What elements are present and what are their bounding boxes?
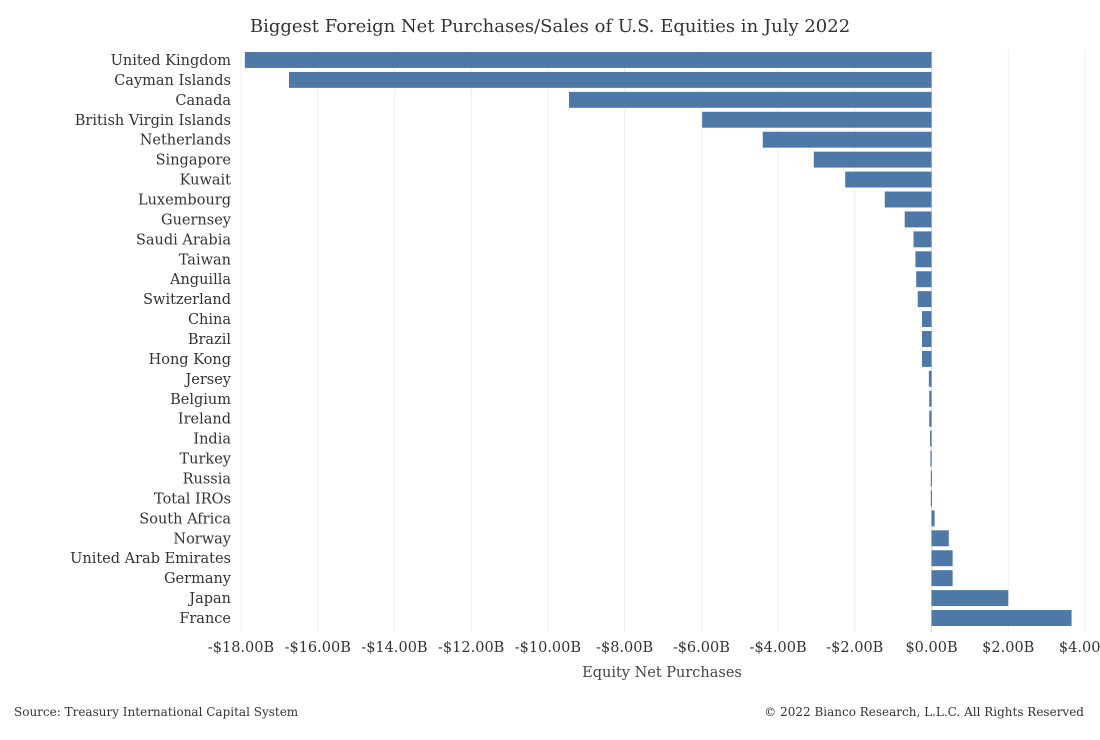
category-label: Switzerland (143, 292, 231, 308)
x-tick-label: -$8.00B (596, 640, 653, 656)
bars (244, 51, 1072, 627)
category-label: Norway (173, 531, 231, 547)
category-label: China (188, 312, 231, 328)
category-label: Germany (164, 571, 232, 587)
category-label: Ireland (178, 412, 231, 428)
x-tick-labels: -$18.00B -$16.00B -$14.00B -$12.00B -$10.00B… (208, 640, 1100, 656)
x-tick-label: -$2.00B (826, 640, 883, 656)
x-tick-label: $2.00B (982, 640, 1034, 656)
x-tick-label: -$10.00B (515, 640, 581, 656)
x-tick-label: -$18.00B (208, 640, 274, 656)
category-label: Japan (187, 591, 231, 607)
bar (244, 51, 932, 68)
bar (884, 191, 932, 208)
x-axis-label: Equity Net Purchases (582, 665, 742, 681)
category-label: Canada (175, 93, 231, 109)
bar (929, 390, 932, 407)
category-label: Kuwait (180, 173, 232, 189)
category-label: Luxembourg (138, 192, 231, 208)
category-label: United Kingdom (111, 53, 232, 69)
bar (931, 570, 953, 587)
bar (845, 171, 932, 188)
bar (762, 131, 932, 148)
chart-title: Biggest Foreign Net Purchases/Sales of U… (249, 16, 851, 37)
bar (813, 151, 932, 168)
gridlines (240, 50, 1086, 632)
category-label: India (193, 432, 231, 448)
category-label: Saudi Arabia (136, 232, 231, 248)
category-label: Jersey (183, 372, 231, 388)
x-tick-label: -$4.00B (750, 640, 807, 656)
x-tick-label: -$14.00B (361, 640, 427, 656)
bar (930, 430, 932, 447)
x-tick-label: $0.00B (905, 640, 957, 656)
category-label: British Virgin Islands (75, 113, 231, 129)
copyright-note: © 2022 Bianco Research, L.L.C. All Right… (764, 705, 1084, 719)
category-label: United Arab Emirates (70, 551, 231, 567)
category-label: Netherlands (140, 133, 231, 149)
x-tick-label: -$6.00B (673, 640, 730, 656)
bar (913, 231, 932, 248)
bar (915, 251, 932, 268)
bar (928, 370, 932, 387)
bar (921, 331, 932, 347)
category-label: Brazil (188, 332, 232, 348)
category-label: Anguilla (169, 272, 231, 288)
bar (916, 271, 932, 288)
x-tick-label: -$16.00B (285, 640, 351, 656)
bar (930, 450, 932, 467)
category-label: Belgium (170, 392, 231, 408)
category-label: Turkey (179, 452, 231, 468)
category-label: Total IROs (154, 491, 231, 507)
source-note: Source: Treasury International Capital S… (14, 705, 299, 719)
category-labels: United Kingdom Cayman Islands Canada Britis… (70, 53, 232, 627)
bar (931, 510, 935, 527)
bar (931, 530, 949, 547)
bar (931, 610, 1072, 627)
x-tick-label: $4.00B (1059, 640, 1100, 656)
category-label: Guernsey (161, 212, 232, 228)
bar (929, 410, 932, 427)
bar (921, 311, 932, 328)
category-label: Hong Kong (149, 352, 231, 368)
bar (288, 71, 932, 88)
bar (921, 350, 932, 367)
bar (931, 590, 1009, 607)
category-label: Singapore (156, 153, 231, 169)
bar (569, 91, 932, 108)
category-label: South Africa (139, 511, 231, 527)
category-label: France (179, 611, 231, 627)
x-tick-label: -$12.00B (438, 640, 504, 656)
bar (917, 291, 932, 308)
bar (904, 211, 932, 228)
category-label: Taiwan (179, 252, 231, 268)
bar (930, 490, 932, 507)
bar (931, 550, 953, 567)
bar (702, 111, 932, 128)
category-label: Russia (183, 472, 232, 488)
bar (930, 470, 932, 487)
category-label: Cayman Islands (114, 73, 231, 89)
